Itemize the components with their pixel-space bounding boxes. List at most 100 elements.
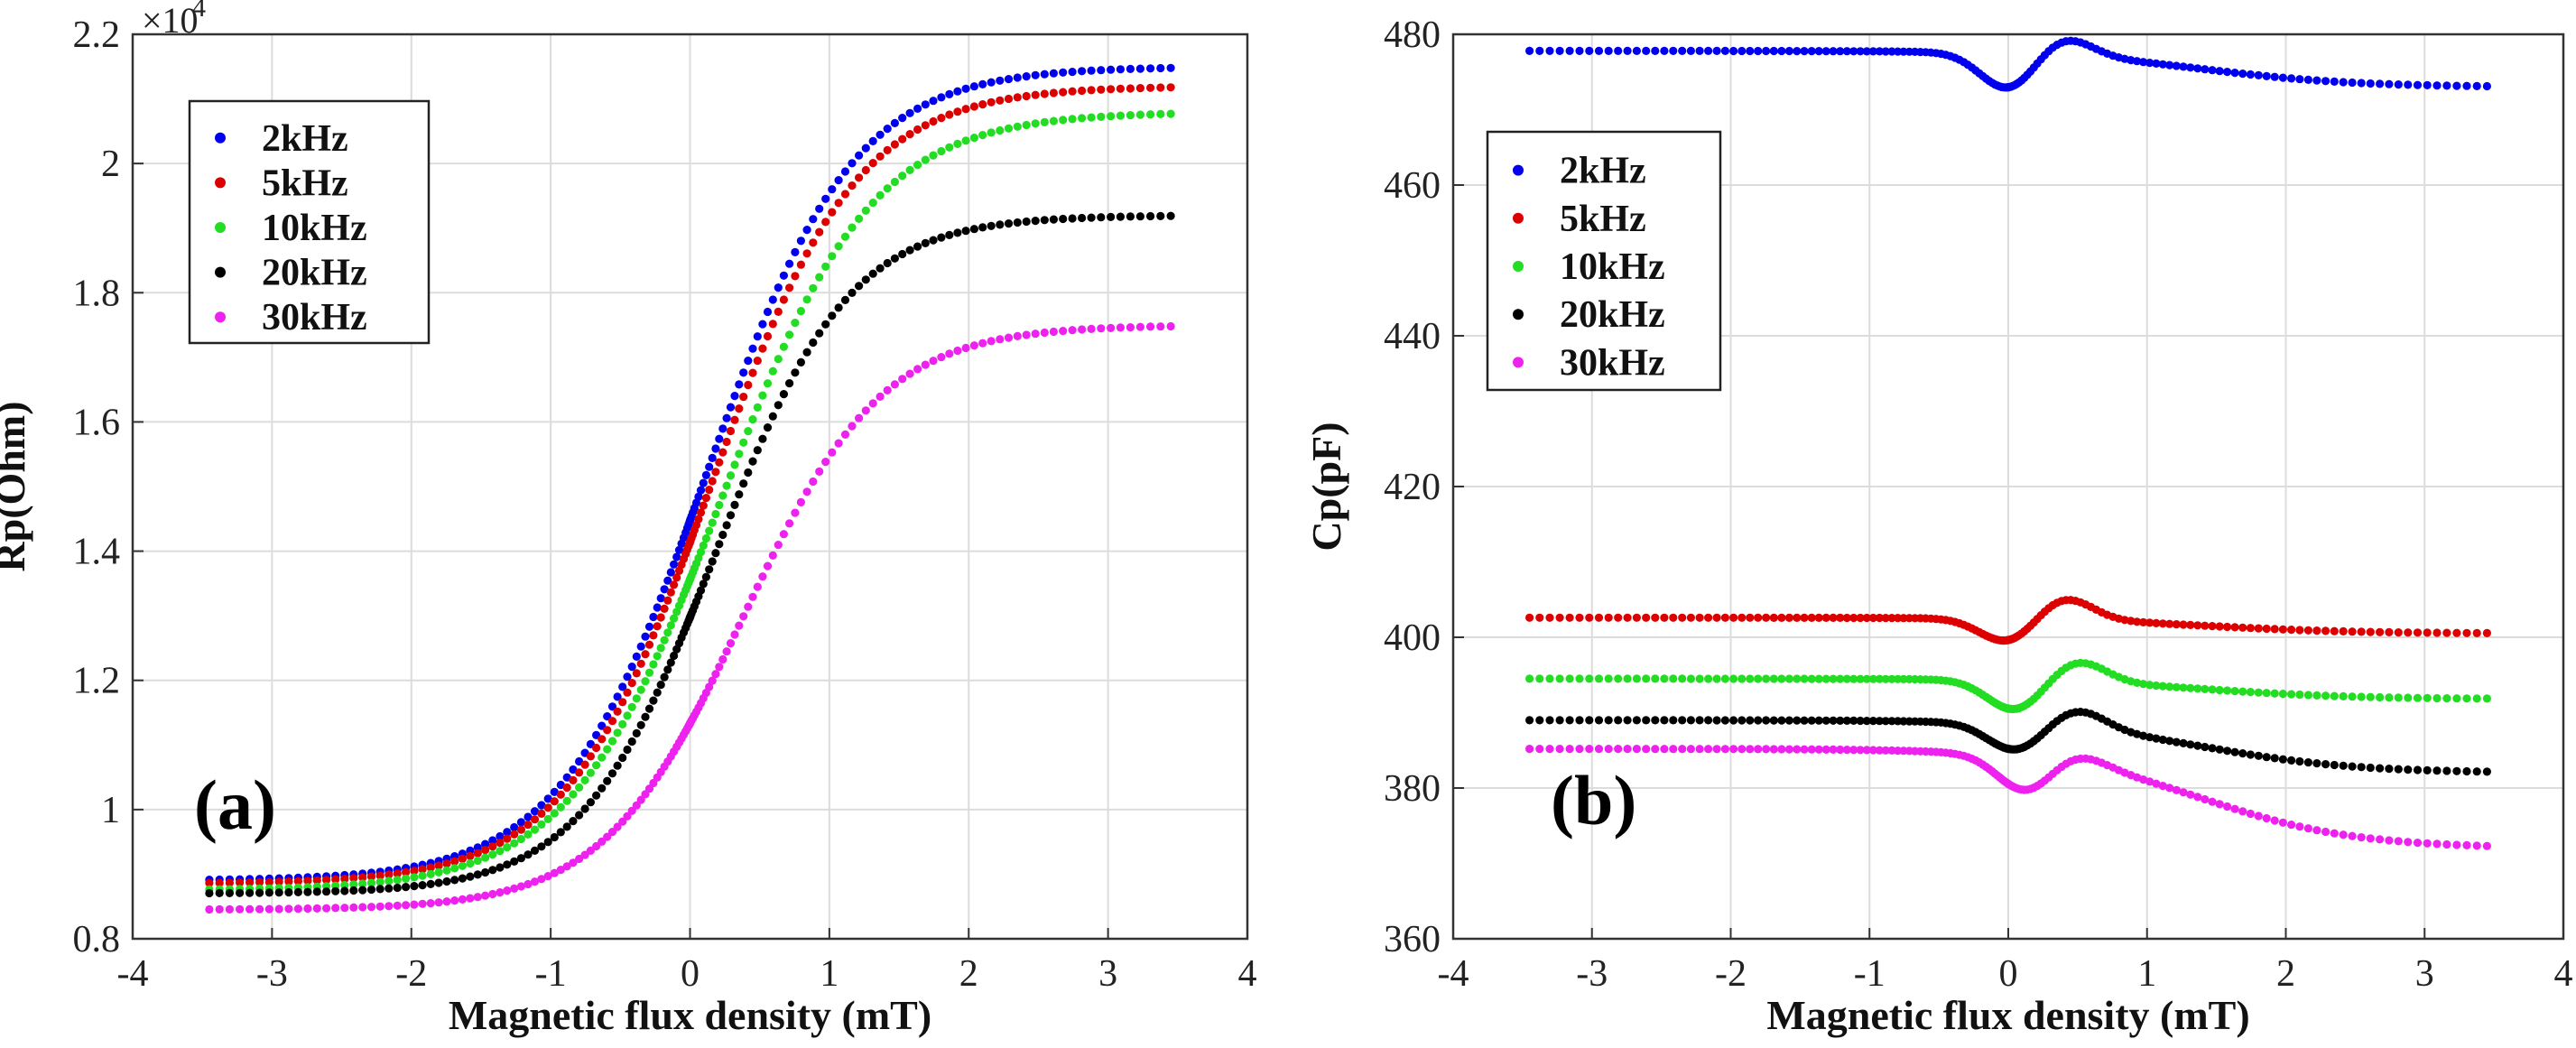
data-point [656, 681, 665, 690]
data-point [961, 343, 970, 353]
data-point [1807, 613, 1816, 623]
data-point [598, 784, 607, 793]
data-point [1166, 109, 1175, 118]
data-point [653, 622, 662, 631]
data-point [434, 898, 443, 907]
data-point [1107, 212, 1116, 221]
y-tick-label: 1.8 [73, 273, 121, 314]
data-point [215, 878, 224, 887]
data-point [255, 877, 264, 887]
y-tick-label: 420 [1384, 467, 1441, 508]
data-point [488, 866, 497, 875]
data-point [2278, 818, 2287, 827]
data-point [2357, 833, 2366, 842]
data-point [779, 295, 789, 304]
data-point [1031, 217, 1040, 226]
data-point [1642, 716, 1651, 725]
data-point [1049, 327, 1058, 337]
data-point [1887, 47, 1896, 56]
data-point [1525, 716, 1534, 725]
data-point [2330, 829, 2339, 838]
data-point [718, 424, 727, 433]
data-point [1585, 716, 1594, 725]
data-point [1894, 747, 1903, 756]
data-point [921, 238, 930, 247]
data-point [2366, 627, 2375, 636]
data-point [2254, 70, 2263, 79]
data-point [768, 551, 777, 561]
data-point [293, 876, 302, 886]
data-point [1695, 745, 1704, 754]
data-point [550, 868, 559, 877]
data-point [1078, 213, 1087, 223]
data-point [978, 100, 987, 109]
data-point [868, 136, 877, 145]
data-point [2238, 807, 2247, 816]
data-point [1555, 613, 1564, 622]
x-tick-label: -2 [395, 953, 427, 995]
data-point [349, 874, 358, 883]
data-point [670, 580, 679, 589]
data-point [840, 232, 850, 241]
data-point [450, 857, 459, 866]
data-point [613, 822, 622, 831]
data-point [623, 688, 632, 697]
x-tick-label: 3 [1098, 953, 1117, 995]
data-point [1087, 213, 1096, 222]
legend-label: 2kHz [1560, 151, 1646, 192]
data-point [1525, 745, 1534, 754]
data-point [876, 264, 885, 273]
data-point [586, 752, 596, 761]
data-point [1894, 47, 1903, 56]
data-point [699, 580, 708, 589]
data-point [1604, 745, 1613, 754]
data-point [1156, 109, 1165, 118]
data-point [1004, 124, 1014, 133]
data-point [1116, 111, 1125, 120]
data-point [530, 807, 540, 816]
data-point [828, 185, 837, 194]
data-point [1899, 47, 1908, 56]
data-point [2312, 826, 2321, 835]
data-point [2165, 60, 2174, 70]
data-point [868, 199, 877, 208]
data-point [1022, 91, 1031, 101]
data-point [945, 89, 954, 98]
series-20kHz [205, 211, 1175, 898]
data-point [1604, 674, 1613, 683]
data-point [618, 719, 627, 729]
data-point [1814, 716, 1823, 725]
data-point [1107, 85, 1116, 94]
data-point [516, 854, 526, 863]
y-tick-label: 400 [1384, 617, 1441, 659]
data-point [2472, 767, 2481, 776]
data-point [1126, 84, 1135, 93]
data-point [215, 888, 224, 898]
data-point [496, 839, 505, 848]
data-point [1829, 745, 1838, 755]
data-point [537, 820, 546, 830]
data-point [828, 448, 837, 457]
data-point [735, 621, 744, 630]
data-point [2452, 766, 2461, 775]
data-point [1059, 214, 1068, 224]
data-point [1525, 613, 1534, 622]
data-point [802, 295, 811, 304]
data-point [236, 888, 245, 897]
series-10kHz [1525, 658, 2491, 714]
data-point [1669, 46, 1678, 56]
data-point [1156, 63, 1165, 73]
data-point [1712, 716, 1721, 725]
data-point [996, 220, 1005, 229]
data-point [2139, 775, 2148, 784]
data-point [663, 596, 672, 605]
data-point [2145, 59, 2154, 68]
data-point [2215, 800, 2224, 809]
data-point [1594, 716, 1604, 725]
data-point [2348, 627, 2357, 636]
data-point [481, 853, 490, 862]
data-point [1814, 745, 1823, 754]
data-point [753, 357, 762, 366]
data-point [779, 271, 789, 280]
x-tick-label: 0 [681, 953, 700, 995]
